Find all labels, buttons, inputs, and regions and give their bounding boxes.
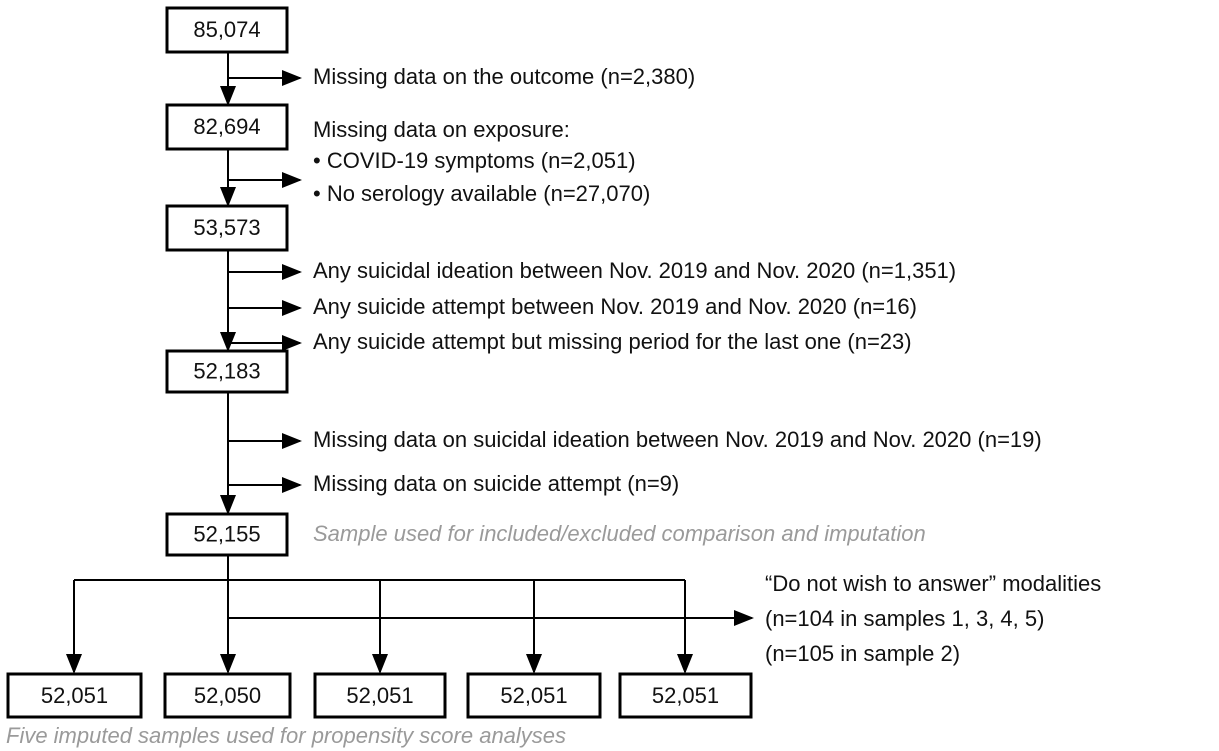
exclusion-text: • No serology available (n=27,070) — [313, 181, 650, 206]
exclusion-text: Missing data on exposure: — [313, 117, 570, 142]
connectors — [66, 52, 754, 674]
sample-box — [6, 672, 143, 719]
node-box — [165, 512, 289, 557]
sample-box — [163, 672, 292, 719]
node-label: 52,155 — [193, 521, 260, 546]
sample-box — [618, 672, 753, 719]
exclusion-text: Any suicidal ideation between Nov. 2019 … — [313, 258, 956, 283]
exclusion-text: Missing data on suicidal ideation betwee… — [313, 427, 1042, 452]
note: Sample used for included/excluded compar… — [313, 521, 926, 546]
exclusion-text: Missing data on the outcome (n=2,380) — [313, 64, 695, 89]
exclusion-text: • COVID-19 symptoms (n=2,051) — [313, 148, 636, 173]
node-box — [165, 204, 289, 252]
sample-box — [466, 672, 602, 719]
node-label: 85,074 — [193, 17, 260, 42]
exclusion-text: “Do not wish to answer” modalities — [765, 571, 1101, 596]
exclusion-text: Any suicide attempt between Nov. 2019 an… — [313, 294, 917, 319]
note: Five imputed samples used for propensity… — [6, 723, 566, 748]
sample-label: 52,050 — [194, 683, 261, 708]
node-box — [165, 103, 289, 151]
node-label: 53,573 — [193, 215, 260, 240]
exclusion-text: (n=104 in samples 1, 3, 4, 5) — [765, 606, 1044, 631]
sample-box — [313, 672, 447, 719]
sample-label: 52,051 — [41, 683, 108, 708]
sample-label: 52,051 — [652, 683, 719, 708]
sample-label: 52,051 — [500, 683, 567, 708]
sample-label: 52,051 — [346, 683, 413, 708]
node-box — [165, 349, 289, 394]
node-label: 82,694 — [193, 114, 260, 139]
node-label: 52,183 — [193, 358, 260, 383]
exclusion-text: Missing data on suicide attempt (n=9) — [313, 471, 679, 496]
exclusion-text: (n=105 in sample 2) — [765, 641, 960, 666]
exclusion-text: Any suicide attempt but missing period f… — [313, 329, 912, 354]
node-box — [165, 6, 289, 54]
